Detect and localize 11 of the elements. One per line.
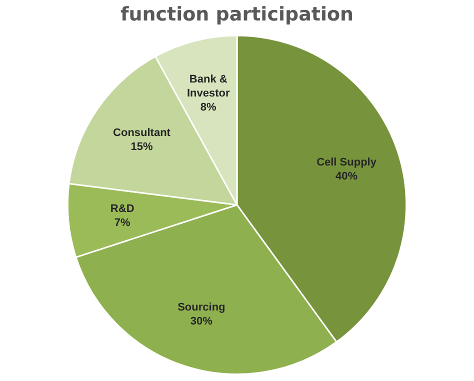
data-label: 7%: [114, 216, 131, 229]
data-label: 30%: [190, 315, 213, 328]
slice-label: Bank & Investor: [186, 73, 230, 100]
chart-title: function participation: [120, 3, 354, 26]
data-label: 8%: [200, 101, 217, 114]
slice-label: Cell Supply: [316, 156, 378, 168]
slice-label: Consultant: [113, 127, 171, 140]
slice-label: R&D: [110, 202, 134, 215]
data-label: 40%: [336, 170, 358, 182]
data-label: 15%: [130, 141, 153, 154]
slice-label: Sourcing: [178, 301, 226, 314]
